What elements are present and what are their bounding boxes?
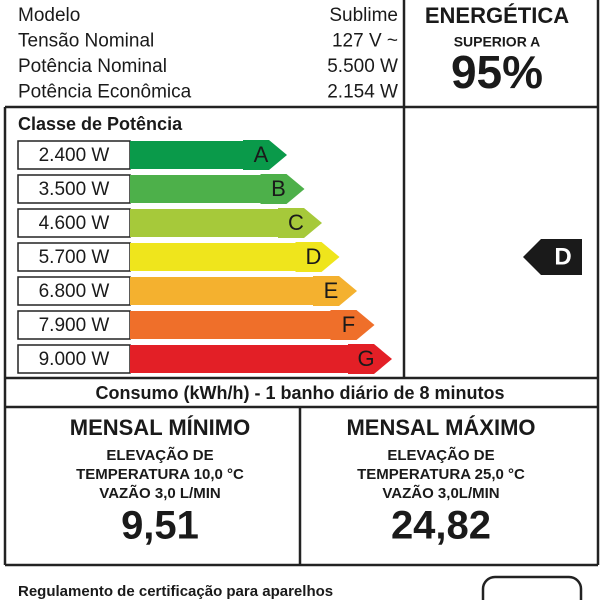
- class-letter: D: [306, 244, 322, 269]
- indicator-letter: D: [554, 243, 571, 270]
- efficiency-heading: ENERGÉTICA: [425, 3, 569, 28]
- power-label: 3.500 W: [39, 179, 110, 200]
- class-bar: [130, 175, 261, 203]
- spec-value: 127 V ~: [332, 31, 398, 52]
- consumption-condition: VAZÃO 3,0 L/MIN: [99, 484, 220, 502]
- class-bar: [130, 311, 331, 339]
- class-bar: [130, 277, 313, 305]
- class-arrow: [348, 344, 392, 374]
- spec-value: Sublime: [329, 5, 398, 26]
- consumption-condition: TEMPERATURA 25,0 °C: [357, 466, 525, 483]
- power-box: [17, 174, 131, 204]
- efficiency-value: 95%: [451, 46, 543, 98]
- class-arrow: [295, 242, 340, 272]
- spec-label: Potência Nominal: [18, 56, 167, 77]
- class-letter: E: [324, 278, 339, 303]
- class-bar: [130, 209, 278, 237]
- class-letter: G: [357, 346, 374, 371]
- class-arrow: [243, 140, 287, 170]
- footer-box: [481, 575, 583, 600]
- consumption-condition: TEMPERATURA 10,0 °C: [76, 466, 244, 483]
- class-letter: B: [271, 176, 286, 201]
- consumption-condition: ELEVAÇÃO DE: [387, 446, 494, 464]
- spec-value: 5.500 W: [327, 56, 398, 77]
- footer-text: Regulamento de certificação para aparelh…: [18, 583, 333, 600]
- consumption-value: 24,82: [391, 504, 491, 548]
- power-box: [17, 310, 131, 340]
- power-box: [17, 140, 131, 170]
- class-letter: C: [288, 210, 304, 235]
- power-label: 9.000 W: [39, 349, 110, 370]
- class-bar: [130, 141, 243, 169]
- power-box: [17, 208, 131, 238]
- power-box: [17, 242, 131, 272]
- class-bar: [130, 345, 348, 373]
- spec-label: Modelo: [18, 5, 80, 26]
- power-box: [17, 344, 131, 374]
- efficiency-subheading: SUPERIOR A: [454, 34, 541, 50]
- spec-label: Tensão Nominal: [18, 31, 154, 52]
- consumption-condition: ELEVAÇÃO DE: [106, 446, 213, 464]
- consumption-value: 9,51: [121, 504, 199, 548]
- consumption-heading: MENSAL MÁXIMO: [346, 415, 535, 440]
- power-box: [17, 276, 131, 306]
- consumption-title: Consumo (kWh/h) - 1 banho diário de 8 mi…: [96, 383, 505, 403]
- class-letter: A: [254, 142, 269, 167]
- power-label: 2.400 W: [39, 145, 110, 166]
- class-title: Classe de Potência: [18, 114, 183, 134]
- class-arrow: [330, 310, 375, 340]
- power-label: 4.600 W: [39, 213, 110, 234]
- consumption-heading: MENSAL MÍNIMO: [70, 415, 250, 440]
- class-indicator: [523, 239, 582, 275]
- spec-label: Potência Econômica: [18, 82, 192, 103]
- class-bar: [130, 243, 296, 271]
- consumption-condition: VAZÃO 3,0L/MIN: [382, 484, 499, 502]
- power-label: 5.700 W: [39, 247, 110, 268]
- class-arrow: [278, 208, 322, 238]
- class-arrow: [260, 174, 305, 204]
- class-letter: F: [342, 312, 355, 337]
- power-label: 7.900 W: [39, 315, 110, 336]
- spec-value: 2.154 W: [327, 82, 398, 103]
- class-arrow: [313, 276, 357, 306]
- power-label: 6.800 W: [39, 281, 110, 302]
